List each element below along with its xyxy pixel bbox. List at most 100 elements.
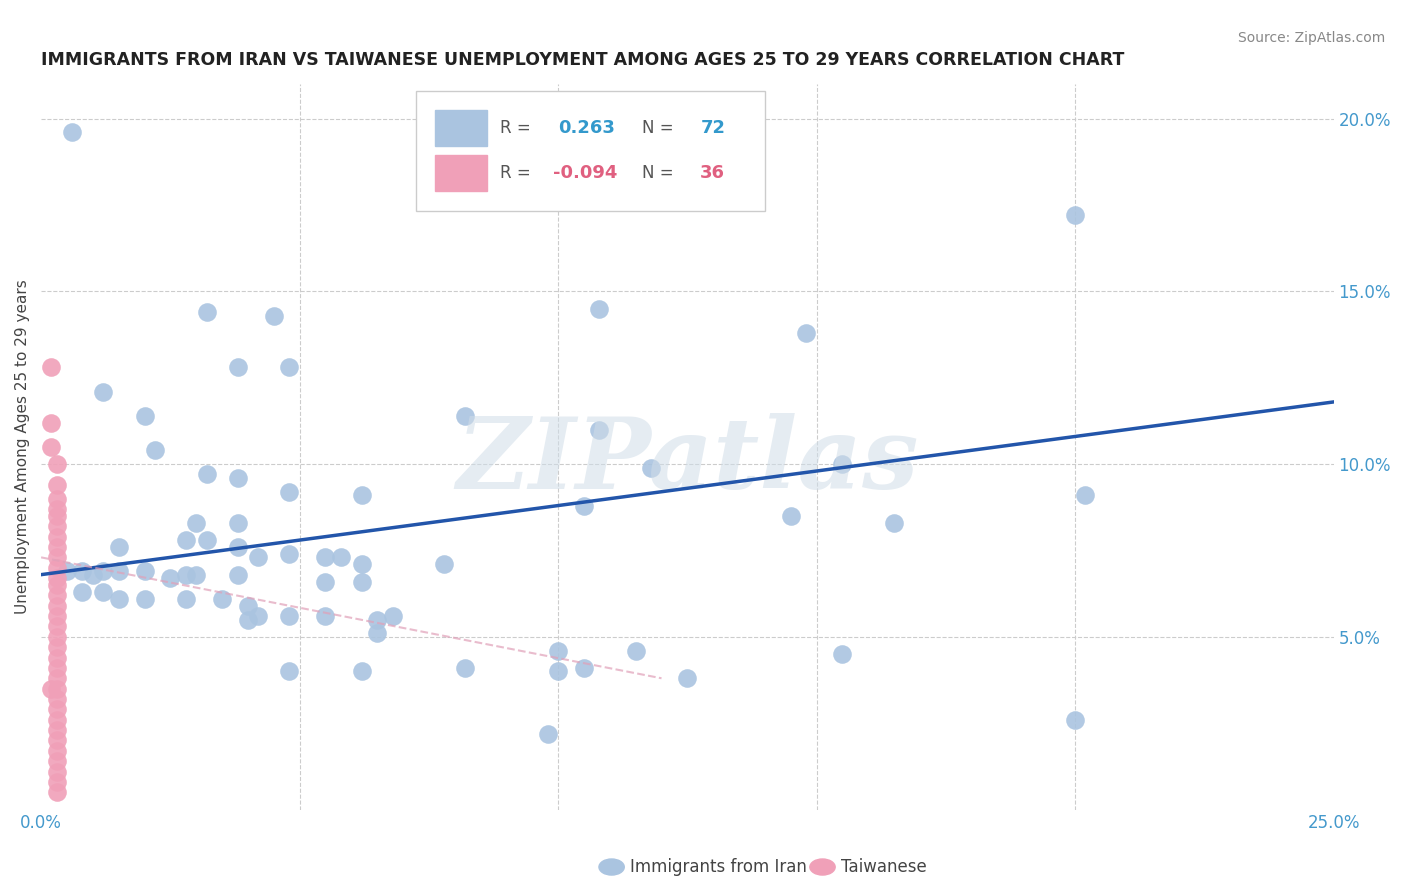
Point xyxy=(1064,713,1087,727)
Point xyxy=(186,516,208,530)
Text: Taiwanese: Taiwanese xyxy=(841,858,927,876)
Point xyxy=(45,702,67,716)
Point xyxy=(537,726,560,740)
Point xyxy=(56,564,79,578)
Point xyxy=(41,440,63,454)
Point xyxy=(547,665,569,679)
Point xyxy=(195,305,218,319)
Point xyxy=(1064,208,1087,222)
Point xyxy=(226,567,249,582)
Point xyxy=(278,484,301,499)
Text: R =: R = xyxy=(501,119,530,136)
Point xyxy=(45,540,67,554)
Text: 0.263: 0.263 xyxy=(558,119,614,136)
Point xyxy=(45,530,67,544)
Point xyxy=(174,533,197,547)
Text: Immigrants from Iran: Immigrants from Iran xyxy=(630,858,807,876)
Point xyxy=(883,516,905,530)
Point xyxy=(831,457,853,471)
Point xyxy=(45,491,67,506)
Point xyxy=(45,671,67,685)
Point xyxy=(211,591,233,606)
Point xyxy=(676,671,699,685)
Text: N =: N = xyxy=(643,164,673,182)
Point xyxy=(45,550,67,565)
Point xyxy=(82,567,104,582)
Point xyxy=(134,564,156,578)
Point xyxy=(134,409,156,423)
Point xyxy=(45,508,67,523)
FancyBboxPatch shape xyxy=(416,91,765,211)
Point xyxy=(588,423,610,437)
Point xyxy=(247,550,270,565)
Point xyxy=(226,471,249,485)
Point xyxy=(91,585,114,599)
Point xyxy=(195,467,218,482)
Point xyxy=(314,574,336,589)
Point xyxy=(588,301,610,316)
Point xyxy=(624,643,647,657)
Point xyxy=(263,309,285,323)
Text: 72: 72 xyxy=(700,119,725,136)
Point xyxy=(236,613,259,627)
Point xyxy=(45,733,67,747)
Point xyxy=(794,326,817,340)
Point xyxy=(45,775,67,789)
Point xyxy=(226,360,249,375)
Point xyxy=(330,550,353,565)
Point xyxy=(41,416,63,430)
Point xyxy=(454,409,477,423)
Point xyxy=(314,550,336,565)
Point xyxy=(45,630,67,644)
Text: Source: ZipAtlas.com: Source: ZipAtlas.com xyxy=(1237,31,1385,45)
Point xyxy=(143,443,166,458)
Point xyxy=(91,564,114,578)
Point xyxy=(107,540,129,554)
Point xyxy=(174,591,197,606)
Point xyxy=(45,661,67,675)
Point xyxy=(195,533,218,547)
Text: R =: R = xyxy=(501,164,530,182)
Point xyxy=(350,558,373,572)
Point xyxy=(45,692,67,706)
Point xyxy=(45,785,67,799)
Point xyxy=(278,665,301,679)
Point xyxy=(1074,488,1097,502)
Point xyxy=(547,643,569,657)
Point xyxy=(107,564,129,578)
Point xyxy=(350,574,373,589)
Point xyxy=(247,609,270,624)
Point xyxy=(831,647,853,661)
Point xyxy=(186,567,208,582)
Point xyxy=(45,744,67,758)
Point xyxy=(174,567,197,582)
Point xyxy=(45,650,67,665)
Point xyxy=(45,560,67,574)
Point xyxy=(278,360,301,375)
Point xyxy=(45,619,67,633)
Text: -0.094: -0.094 xyxy=(553,164,617,182)
Point xyxy=(45,519,67,533)
Point xyxy=(366,613,388,627)
Point xyxy=(381,609,404,624)
Text: ZIPatlas: ZIPatlas xyxy=(456,413,918,509)
Point xyxy=(45,723,67,737)
Point xyxy=(60,126,83,140)
Point xyxy=(45,588,67,602)
Point xyxy=(45,457,67,471)
Point xyxy=(45,578,67,592)
Point xyxy=(45,754,67,768)
Point xyxy=(45,599,67,613)
Point xyxy=(45,609,67,624)
Text: 36: 36 xyxy=(700,164,725,182)
Point xyxy=(41,681,63,696)
Point xyxy=(350,665,373,679)
Point xyxy=(278,609,301,624)
Point xyxy=(72,564,94,578)
Point xyxy=(91,384,114,399)
Point xyxy=(45,764,67,779)
Point xyxy=(45,713,67,727)
Point xyxy=(45,681,67,696)
Text: N =: N = xyxy=(643,119,673,136)
Point xyxy=(572,499,595,513)
